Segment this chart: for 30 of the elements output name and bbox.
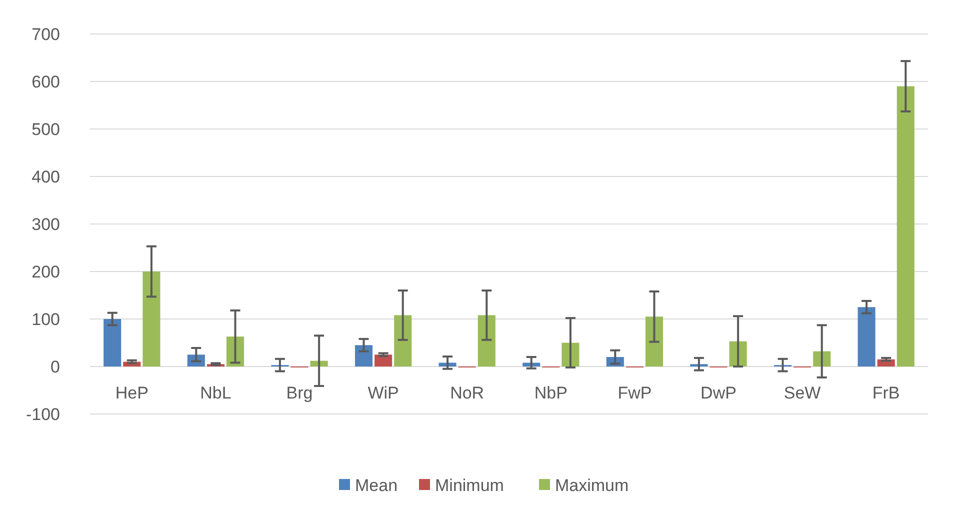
legend-label: Maximum (555, 476, 629, 495)
y-tick-label: 300 (32, 214, 60, 234)
x-tick-label: NoR (450, 384, 484, 402)
x-tick-label: HeP (115, 384, 148, 402)
y-tick-label: 0 (50, 357, 60, 376)
y-tick-label: 100 (32, 310, 60, 329)
bar (478, 315, 496, 366)
x-tick-label: NbL (200, 384, 232, 402)
x-tick-label: NbP (534, 384, 568, 402)
y-tick-label: 200 (32, 262, 60, 282)
y-tick-label: 500 (32, 120, 60, 139)
bar (394, 315, 412, 366)
x-tick-label: FrB (872, 384, 900, 402)
bar (858, 307, 876, 366)
bar (354, 345, 373, 366)
x-tick-label: SeW (784, 384, 821, 402)
y-tick-label: 700 (32, 24, 60, 44)
bar (645, 316, 664, 366)
bar (896, 86, 914, 366)
legend-label: Minimum (435, 476, 504, 495)
y-tick-label: -100 (26, 404, 60, 424)
y-tick-label: 600 (32, 72, 60, 92)
bar (142, 272, 160, 366)
bar (104, 319, 122, 366)
x-tick-label: WiP (368, 384, 399, 402)
legend-label: Mean (355, 476, 398, 495)
x-tick-label: Brg (286, 384, 313, 402)
y-tick-label: 400 (32, 167, 60, 186)
x-tick-label: DwP (700, 384, 736, 402)
x-tick-label: FwP (618, 384, 652, 402)
